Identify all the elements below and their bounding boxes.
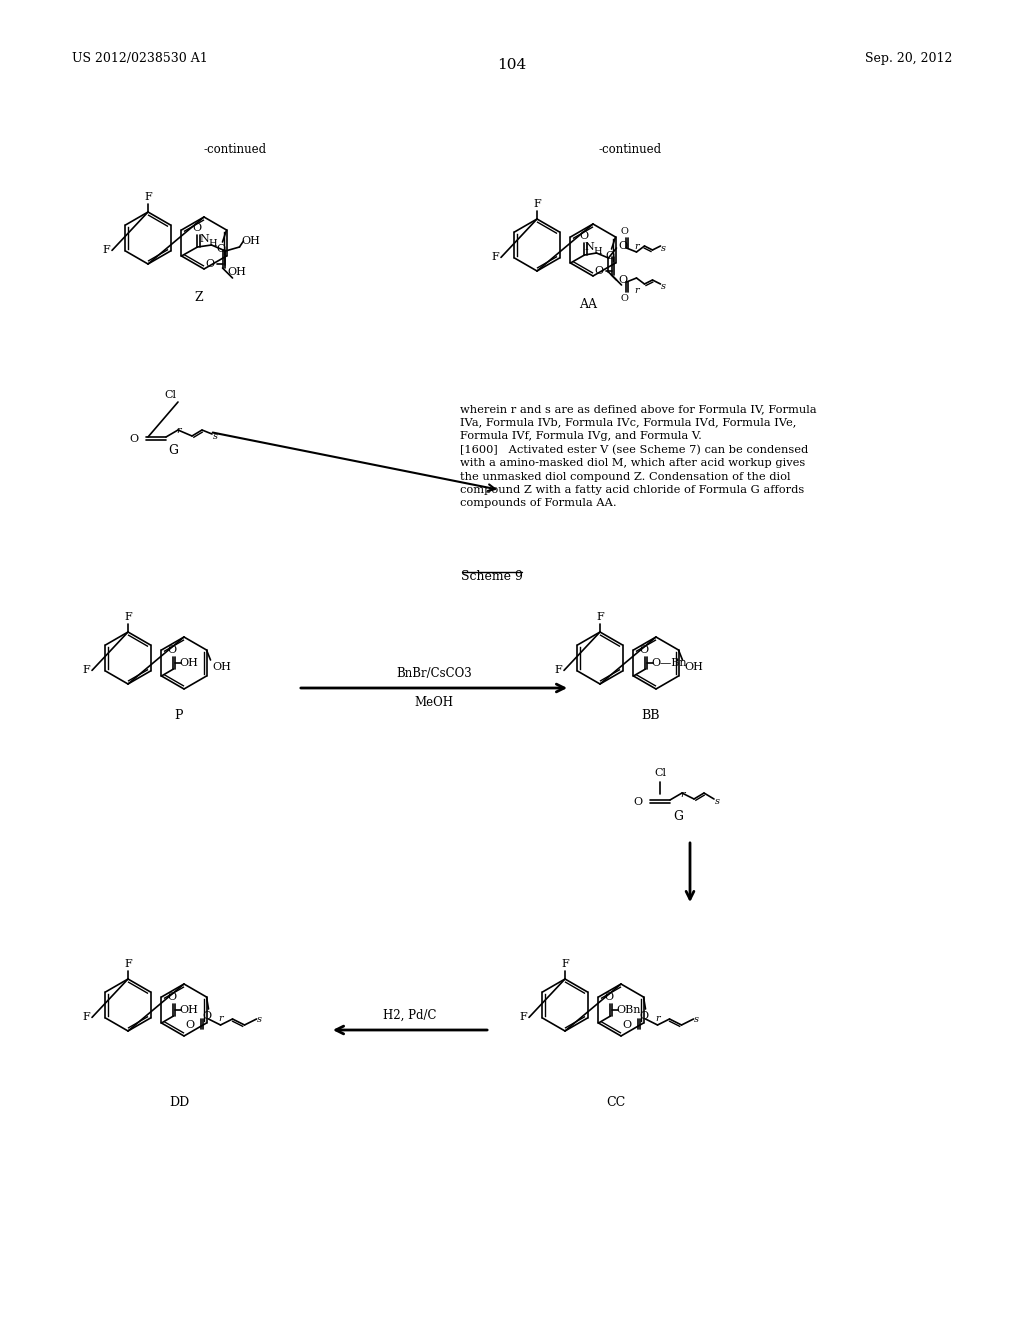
Text: wherein r and s are as defined above for Formula IV, Formula: wherein r and s are as defined above for… [460, 404, 816, 414]
Text: F: F [554, 665, 562, 676]
Text: Sep. 20, 2012: Sep. 20, 2012 [864, 51, 952, 65]
Text: CC: CC [606, 1096, 626, 1109]
Text: r: r [655, 1014, 660, 1023]
Text: G: G [673, 810, 683, 822]
Text: O: O [579, 231, 588, 242]
Text: IVa, Formula IVb, Formula IVc, Formula IVd, Formula IVe,: IVa, Formula IVb, Formula IVc, Formula I… [460, 417, 797, 428]
Text: H2, Pd/C: H2, Pd/C [383, 1008, 437, 1022]
Text: r: r [635, 286, 639, 294]
Text: Cl: Cl [164, 389, 176, 400]
Text: US 2012/0238530 A1: US 2012/0238530 A1 [72, 51, 208, 65]
Text: [1600]   Activated ester V (see Scheme 7) can be condensed: [1600] Activated ester V (see Scheme 7) … [460, 445, 808, 455]
Text: O: O [621, 294, 629, 304]
Text: F: F [82, 1012, 90, 1023]
Text: O: O [623, 1020, 632, 1030]
Text: F: F [596, 612, 604, 622]
Text: s: s [693, 1015, 698, 1024]
Text: H: H [209, 239, 217, 248]
Text: F: F [534, 199, 541, 209]
Text: with a amino-masked diol M, which after acid workup gives: with a amino-masked diol M, which after … [460, 458, 805, 469]
Text: OH: OH [227, 267, 247, 277]
Text: O: O [202, 1011, 211, 1020]
Text: O: O [605, 251, 614, 261]
Text: O: O [639, 645, 648, 655]
Text: s: s [257, 1015, 261, 1024]
Text: -continued: -continued [598, 143, 662, 156]
Text: G: G [168, 444, 178, 457]
Text: F: F [124, 612, 132, 622]
Text: O: O [618, 275, 628, 285]
Text: the unmasked diol compound Z. Condensation of the diol: the unmasked diol compound Z. Condensati… [460, 471, 791, 482]
Text: O: O [206, 259, 214, 269]
Text: O: O [621, 227, 629, 236]
Text: O: O [618, 242, 628, 251]
Text: OH: OH [179, 1005, 199, 1015]
Text: Scheme 9: Scheme 9 [461, 570, 523, 583]
Text: compounds of Formula AA.: compounds of Formula AA. [460, 499, 616, 508]
Text: OH: OH [213, 663, 231, 672]
Text: F: F [144, 191, 152, 202]
Text: r: r [680, 789, 685, 799]
Text: 104: 104 [498, 58, 526, 73]
Text: r: r [635, 242, 639, 251]
Text: N: N [200, 234, 209, 244]
Text: O: O [633, 797, 642, 807]
Text: MeOH: MeOH [415, 696, 454, 709]
Text: O: O [185, 1020, 195, 1030]
Text: F: F [519, 1012, 527, 1023]
Text: compound Z with a fatty acid chloride of Formula G affords: compound Z with a fatty acid chloride of… [460, 484, 804, 495]
Text: Z: Z [195, 290, 204, 304]
Text: Formula IVf, Formula IVg, and Formula V.: Formula IVf, Formula IVg, and Formula V. [460, 432, 701, 441]
Text: N: N [585, 242, 594, 252]
Text: OH: OH [179, 657, 199, 668]
Text: DD: DD [169, 1096, 189, 1109]
Text: s: s [660, 282, 666, 290]
Text: s: s [715, 797, 720, 807]
Text: F: F [124, 960, 132, 969]
Text: F: F [492, 252, 499, 263]
Text: BB: BB [642, 709, 660, 722]
Text: BnBr/CsCO3: BnBr/CsCO3 [396, 667, 472, 680]
Text: F: F [102, 246, 110, 255]
Text: AA: AA [579, 298, 597, 312]
Text: F: F [82, 665, 90, 676]
Text: O: O [604, 993, 613, 1002]
Text: s: s [660, 244, 666, 253]
Text: O—Bn: O—Bn [651, 657, 687, 668]
Text: OH: OH [242, 236, 260, 246]
Text: s: s [213, 432, 218, 441]
Text: H: H [594, 247, 602, 256]
Text: F: F [561, 960, 569, 969]
Text: O: O [639, 1011, 648, 1020]
Text: O: O [191, 223, 201, 234]
Text: Cl: Cl [654, 768, 666, 777]
Text: r: r [218, 1014, 223, 1023]
Text: P: P [175, 709, 183, 722]
Text: O: O [129, 434, 138, 444]
Text: O: O [594, 267, 603, 276]
Text: OH: OH [684, 663, 703, 672]
Text: O: O [167, 993, 176, 1002]
Text: -continued: -continued [204, 143, 266, 156]
Text: r: r [176, 426, 180, 436]
Text: O: O [167, 645, 176, 655]
Text: O: O [216, 244, 225, 253]
Text: OBn: OBn [616, 1005, 641, 1015]
